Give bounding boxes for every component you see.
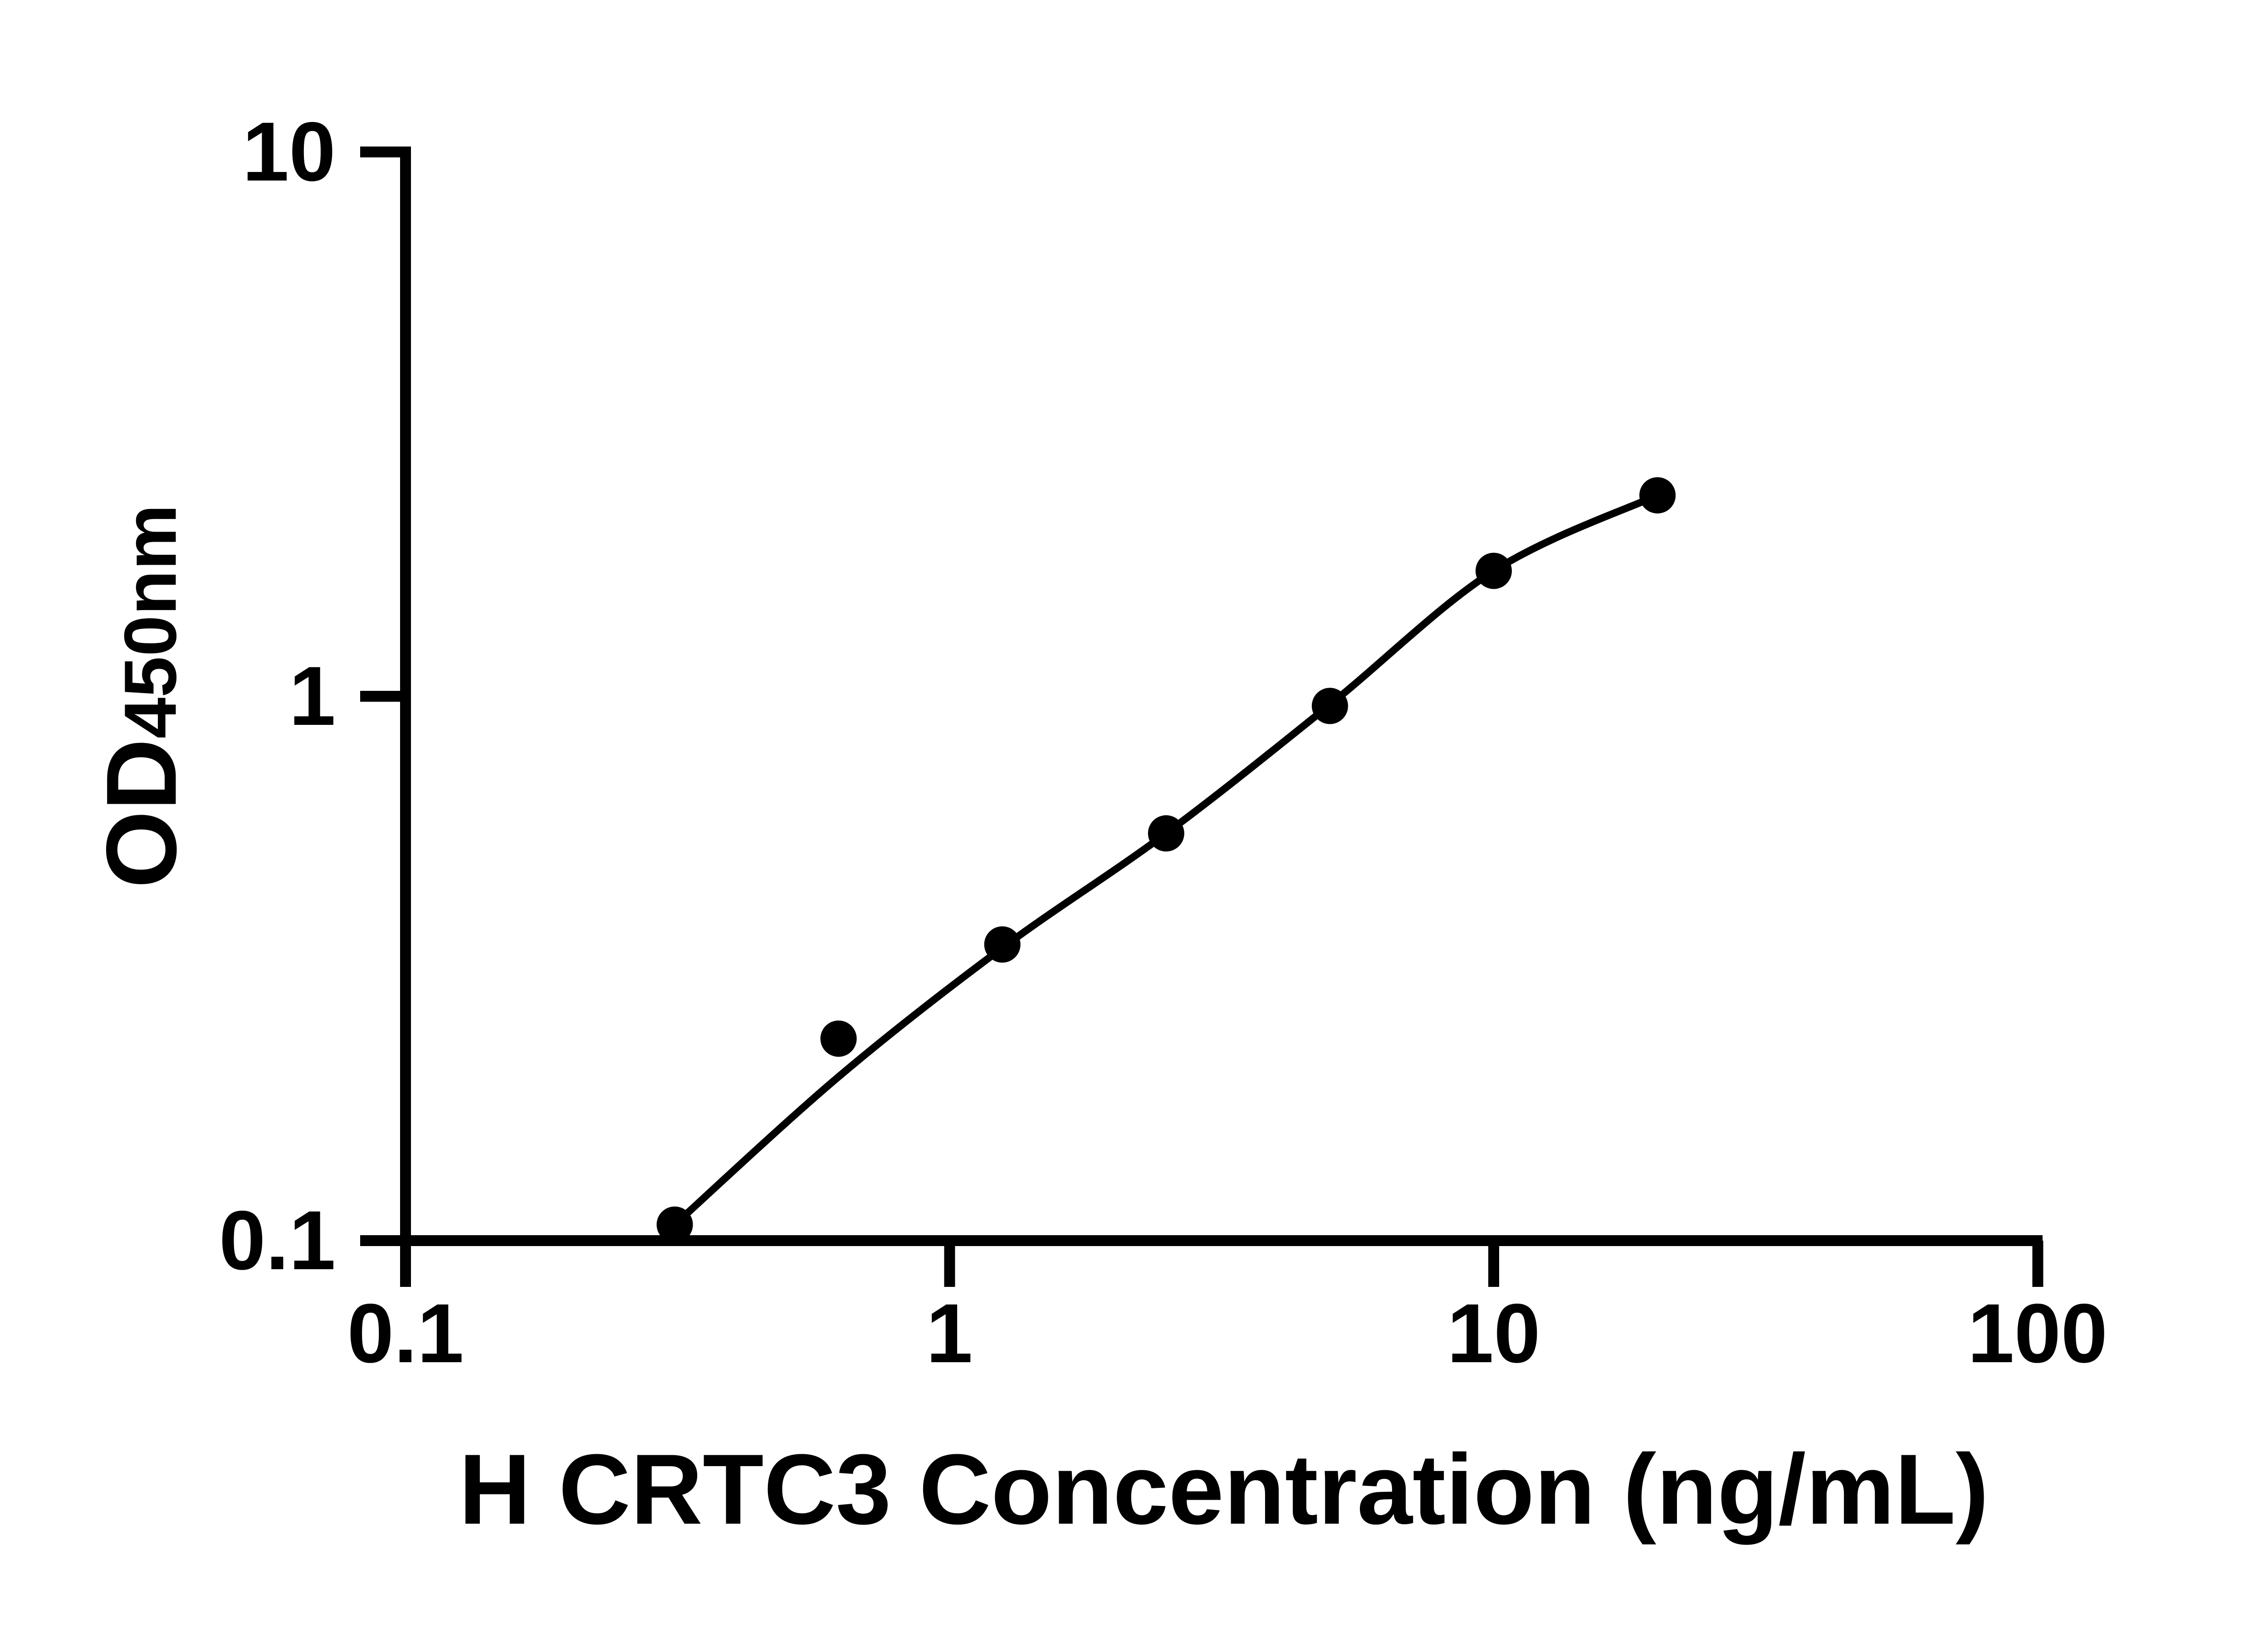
data-point xyxy=(1476,552,1512,589)
data-point xyxy=(1148,815,1184,852)
y-axis-title-main: OD xyxy=(85,738,197,889)
x-tick-label-1: 1 xyxy=(926,1287,973,1380)
y-axis-title: OD 450nm xyxy=(84,504,199,888)
x-tick-label-100: 100 xyxy=(1967,1287,2108,1380)
data-point xyxy=(984,926,1021,963)
y-axis-title-sub: 450nm xyxy=(108,504,192,739)
y-tick-label-10: 10 xyxy=(242,105,336,199)
x-tick-label-10: 10 xyxy=(1447,1287,1540,1380)
data-point xyxy=(1311,688,1348,724)
x-axis-title: H CRTC3 Concentration (ng/mL) xyxy=(459,1433,1989,1545)
x-tick-label-0.1: 0.1 xyxy=(347,1287,464,1380)
data-point xyxy=(656,1206,693,1243)
y-tick-label-1: 1 xyxy=(289,650,336,743)
fit-curve xyxy=(671,491,1662,1228)
data-point xyxy=(1639,477,1676,513)
data-point xyxy=(820,1020,857,1057)
y-tick-label-0.1: 0.1 xyxy=(219,1194,336,1287)
